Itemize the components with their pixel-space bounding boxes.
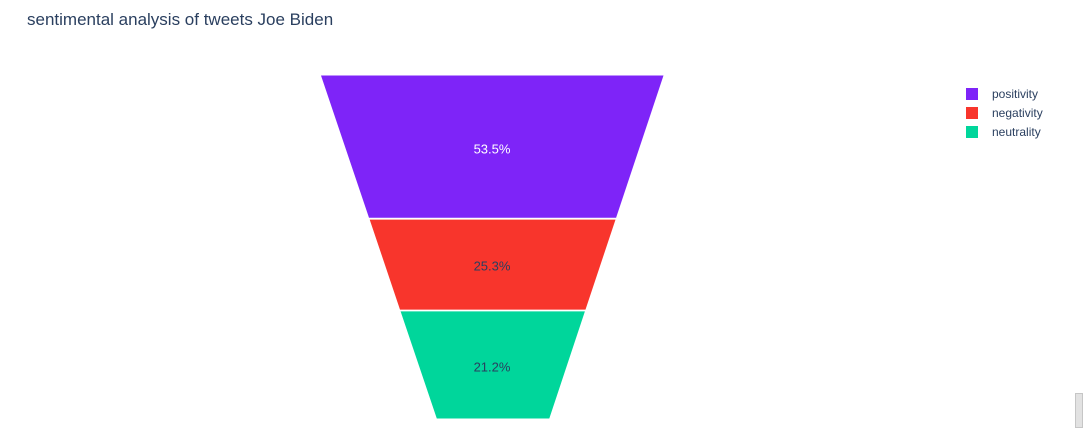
legend-item-neutrality[interactable]: neutrality: [966, 122, 1043, 141]
legend-label-negativity: negativity: [992, 105, 1043, 120]
legend: positivity negativity neutrality: [966, 84, 1043, 141]
legend-item-negativity[interactable]: negativity: [966, 103, 1043, 122]
funnel-slice-negativity[interactable]: [369, 219, 616, 310]
slice-label-neutrality: 21.2%: [474, 360, 511, 375]
legend-swatch-negativity-icon: [966, 106, 978, 119]
chart-title: sentimental analysis of tweets Joe Biden: [27, 10, 334, 29]
slice-label-negativity: 25.3%: [474, 259, 511, 274]
funnel-slice-neutrality[interactable]: [400, 311, 585, 419]
legend-label-positivity: positivity: [992, 86, 1039, 101]
funnel-slice-positivity[interactable]: [321, 75, 664, 218]
vertical-scrollbar-thumb[interactable]: [1075, 393, 1083, 428]
legend-label-neutrality: neutrality: [992, 124, 1041, 139]
slice-label-positivity: 53.5%: [474, 142, 511, 157]
legend-item-positivity[interactable]: positivity: [966, 84, 1043, 103]
legend-swatch-positivity-icon: [966, 87, 978, 100]
legend-swatch-neutrality-icon: [966, 125, 978, 138]
